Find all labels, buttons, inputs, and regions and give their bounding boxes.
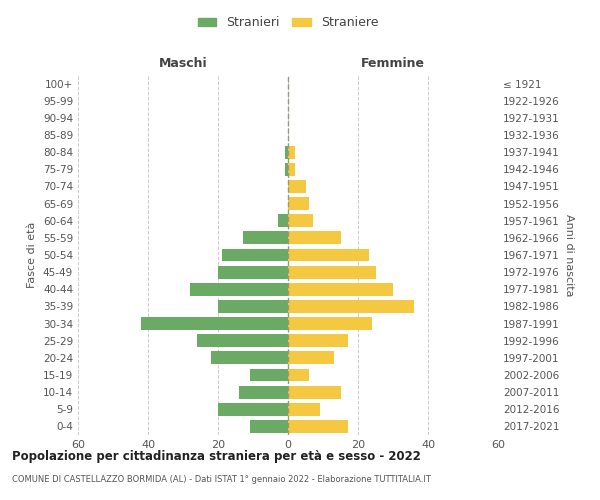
Bar — [211, 352, 288, 364]
Legend: Stranieri, Straniere: Stranieri, Straniere — [193, 11, 383, 34]
Y-axis label: Anni di nascita: Anni di nascita — [563, 214, 574, 296]
Bar — [288, 420, 347, 433]
Bar — [288, 214, 313, 227]
Bar — [218, 300, 288, 313]
Bar — [288, 352, 334, 364]
Bar — [284, 163, 288, 175]
Bar — [250, 368, 288, 382]
Bar — [277, 214, 288, 227]
Text: COMUNE DI CASTELLAZZO BORMIDA (AL) - Dati ISTAT 1° gennaio 2022 - Elaborazione T: COMUNE DI CASTELLAZZO BORMIDA (AL) - Dat… — [12, 475, 431, 484]
Bar — [218, 403, 288, 415]
Bar — [288, 180, 305, 193]
Text: Maschi: Maschi — [158, 57, 208, 70]
Bar — [288, 163, 295, 175]
Bar — [141, 317, 288, 330]
Bar — [288, 283, 393, 296]
Bar — [242, 232, 288, 244]
Bar — [288, 146, 295, 158]
Bar — [284, 146, 288, 158]
Bar — [221, 248, 288, 262]
Bar — [190, 283, 288, 296]
Bar — [197, 334, 288, 347]
Bar — [288, 248, 368, 262]
Bar — [288, 334, 347, 347]
Bar — [250, 420, 288, 433]
Bar — [239, 386, 288, 398]
Y-axis label: Fasce di età: Fasce di età — [28, 222, 37, 288]
Bar — [288, 266, 376, 278]
Bar — [288, 386, 341, 398]
Bar — [218, 266, 288, 278]
Bar — [288, 232, 341, 244]
Bar — [288, 300, 414, 313]
Bar — [288, 317, 372, 330]
Bar — [288, 403, 320, 415]
Bar — [288, 197, 309, 210]
Bar — [288, 368, 309, 382]
Text: Femmine: Femmine — [361, 57, 425, 70]
Text: Popolazione per cittadinanza straniera per età e sesso - 2022: Popolazione per cittadinanza straniera p… — [12, 450, 421, 463]
